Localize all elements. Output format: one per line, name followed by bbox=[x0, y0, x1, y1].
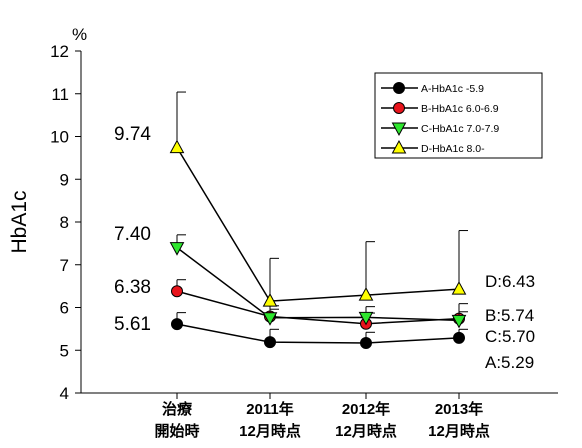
series-line bbox=[176, 147, 460, 302]
data-point bbox=[451, 281, 467, 295]
legend-marker bbox=[393, 82, 405, 94]
x-tick-label: 12月時点 bbox=[239, 422, 301, 440]
data-series bbox=[169, 91, 468, 349]
x-tick-label: 12月時点 bbox=[335, 422, 397, 440]
legend-label: A-HbA1c -5.9 bbox=[421, 83, 484, 95]
legend-label: B-HbA1c 6.0-6.9 bbox=[421, 103, 499, 115]
x-tick-label: 開始時 bbox=[154, 422, 199, 440]
series-line bbox=[176, 247, 460, 322]
data-point bbox=[358, 311, 374, 326]
x-tick-label: 2012年 bbox=[342, 400, 390, 418]
y-tick-label: 6 bbox=[60, 299, 69, 318]
y-axis-unit-label: % bbox=[72, 25, 87, 44]
y-tick-label: 8 bbox=[60, 213, 69, 232]
x-tick-label: 治療 bbox=[162, 400, 193, 418]
x-tick-label: 2011年 bbox=[246, 400, 294, 418]
y-tick-label: 12 bbox=[50, 42, 69, 61]
y-tick-label: 7 bbox=[60, 256, 69, 275]
x-tick-label: 2013年 bbox=[435, 400, 483, 418]
legend-marker bbox=[391, 122, 407, 137]
data-point bbox=[169, 139, 185, 154]
legend-label: C-HbA1c 7.0-7.9 bbox=[421, 123, 499, 135]
series-b bbox=[171, 279, 468, 330]
end-value-label: D:6.43 bbox=[485, 272, 535, 291]
data-point bbox=[451, 314, 467, 329]
start-value-label: 7.40 bbox=[114, 224, 151, 245]
value-annotations: 9.74 7.40 6.38 5.61 D:6.43 B:5.74 C:5.70 A:5.29 bbox=[114, 124, 535, 372]
legend-marker bbox=[391, 139, 407, 154]
y-tick-label: 10 bbox=[50, 128, 69, 147]
data-point bbox=[358, 287, 374, 301]
series-line bbox=[176, 290, 460, 325]
series-a bbox=[171, 312, 468, 349]
data-point bbox=[453, 331, 465, 344]
y-axis-ticks: 4 5 6 7 8 9 10 11 12 bbox=[50, 42, 81, 403]
start-value-label: 9.74 bbox=[114, 124, 151, 145]
data-point bbox=[264, 336, 276, 349]
y-tick-label: 9 bbox=[60, 170, 69, 189]
series-d bbox=[169, 91, 468, 307]
start-value-label: 6.38 bbox=[114, 277, 151, 298]
legend-marker bbox=[393, 102, 405, 114]
end-value-label: B:5.74 bbox=[485, 306, 534, 325]
series-line bbox=[176, 323, 460, 344]
data-point bbox=[171, 318, 183, 331]
y-tick-label: 4 bbox=[60, 384, 69, 403]
y-axis-label: HbA1c bbox=[8, 190, 31, 253]
end-value-label: C:5.70 bbox=[485, 327, 535, 346]
y-tick-label: 11 bbox=[51, 85, 69, 104]
data-point bbox=[360, 336, 372, 349]
data-point bbox=[262, 312, 278, 326]
start-value-label: 5.61 bbox=[114, 314, 151, 335]
data-point bbox=[169, 242, 185, 256]
chart-legend: A-HbA1c -5.9 B-HbA1c 6.0-6.9 C-HbA1c 7.0-7… bbox=[374, 72, 543, 159]
x-tick-label: 12月時点 bbox=[428, 422, 490, 440]
data-point bbox=[171, 285, 183, 298]
y-tick-label: 5 bbox=[60, 341, 69, 360]
series-c bbox=[169, 234, 468, 329]
legend-label: D-HbA1c 8.0- bbox=[421, 143, 485, 155]
data-point bbox=[262, 293, 278, 307]
end-value-label: A:5.29 bbox=[485, 353, 534, 372]
